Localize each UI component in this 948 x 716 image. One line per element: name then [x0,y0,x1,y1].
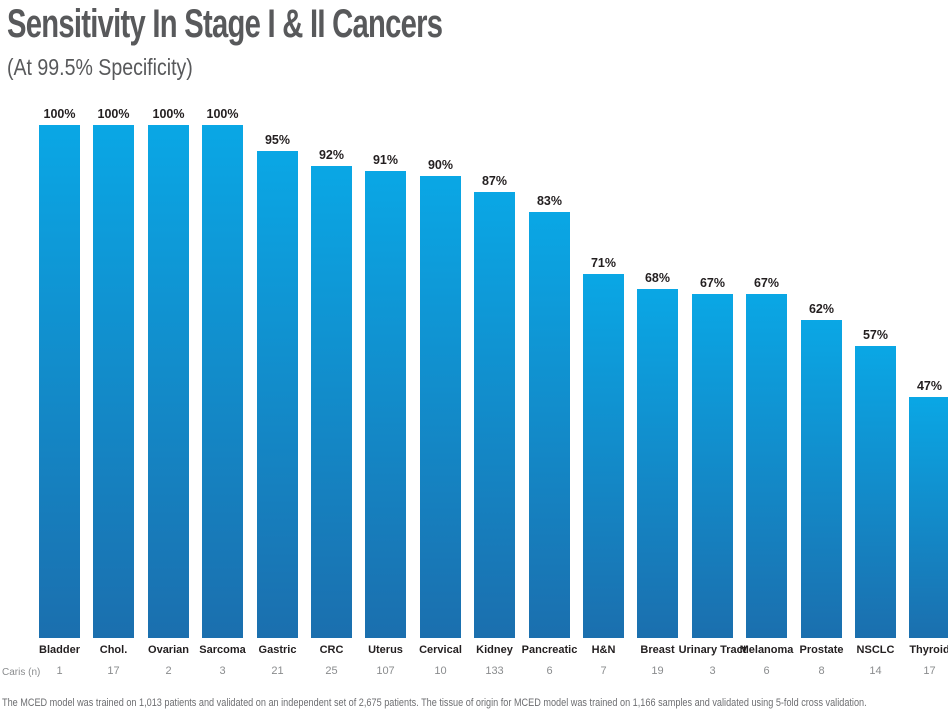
caris-n-row-label: Caris (n) [2,667,41,678]
bar [39,125,80,638]
bar-category-label: Bladder [39,644,80,656]
bar-category-label: NSCLC [856,644,895,656]
bar-value-label: 100% [206,107,239,121]
bar-n-value: 3 [709,665,716,677]
bar [474,192,515,638]
bar-category-label: Thyroid [909,644,948,656]
bar-category-label: Sarcoma [199,644,246,656]
bar-category-label: Prostate [799,644,844,656]
bar-n-value: 7 [600,665,607,677]
bar-value-label: 67% [753,276,780,290]
bar-n-value: 6 [763,665,770,677]
bar-value-label: 47% [916,379,943,393]
bar [909,397,948,638]
bar-value-label: 62% [808,302,835,316]
bar-value-label: 87% [481,174,508,188]
bar [420,176,461,638]
bar-n-value: 3 [219,665,226,677]
bar-category-label: Pancreatic [521,644,578,656]
bar-n-value: 10 [434,665,447,677]
chart-title: Sensitivity In Stage I & II Cancers [7,2,443,46]
bar-value-label: 100% [152,107,185,121]
bar [637,289,678,638]
bar-n-value: 17 [923,665,936,677]
bar [93,125,134,638]
bar-category-label: Breast [640,644,675,656]
footnote: The MCED model was trained on 1,013 pati… [2,697,867,709]
chart-subtitle: (At 99.5% Specificity) [7,54,193,80]
bar-n-value: 19 [651,665,664,677]
bar-n-value: 25 [325,665,338,677]
bar-value-label: 100% [97,107,130,121]
bar-value-label: 100% [43,107,76,121]
bar [692,294,733,638]
bar-n-value: 6 [546,665,553,677]
bar-n-value: 21 [271,665,284,677]
bar-n-value: 8 [818,665,825,677]
bar-category-label: Urinary Tract [678,644,747,656]
bar [257,151,298,638]
bar [746,294,787,638]
bar [801,320,842,638]
bar-value-label: 91% [372,153,399,167]
bar-category-label: H&N [591,644,616,656]
bar-category-label: Kidney [476,644,513,656]
bar-value-label: 90% [427,158,454,172]
bar-n-value: 133 [485,665,504,677]
bar-value-label: 83% [536,194,563,208]
bar [365,171,406,638]
bar [148,125,189,638]
bar-value-label: 67% [699,276,726,290]
bar-category-label: Uterus [368,644,403,656]
bar-category-label: Melanoma [739,644,794,656]
bar [202,125,243,638]
bar [529,212,570,638]
bar-value-label: 95% [264,133,291,147]
bar-n-value: 17 [107,665,120,677]
bar [311,166,352,638]
bar-n-value: 1 [56,665,63,677]
bar-category-label: Gastric [258,644,297,656]
bar-value-label: 92% [318,148,345,162]
bar-value-label: 71% [590,256,617,270]
bar-category-label: Chol. [99,644,128,656]
bar-n-value: 2 [165,665,172,677]
bar-category-label: Ovarian [148,644,189,656]
bar-category-label: CRC [319,644,344,656]
bar-n-value: 107 [376,665,395,677]
bar-value-label: 68% [644,271,671,285]
bar [583,274,624,638]
bar-category-label: Cervical [419,644,462,656]
bar-n-value: 14 [869,665,882,677]
bar [855,346,896,638]
bar-value-label: 57% [862,328,889,342]
